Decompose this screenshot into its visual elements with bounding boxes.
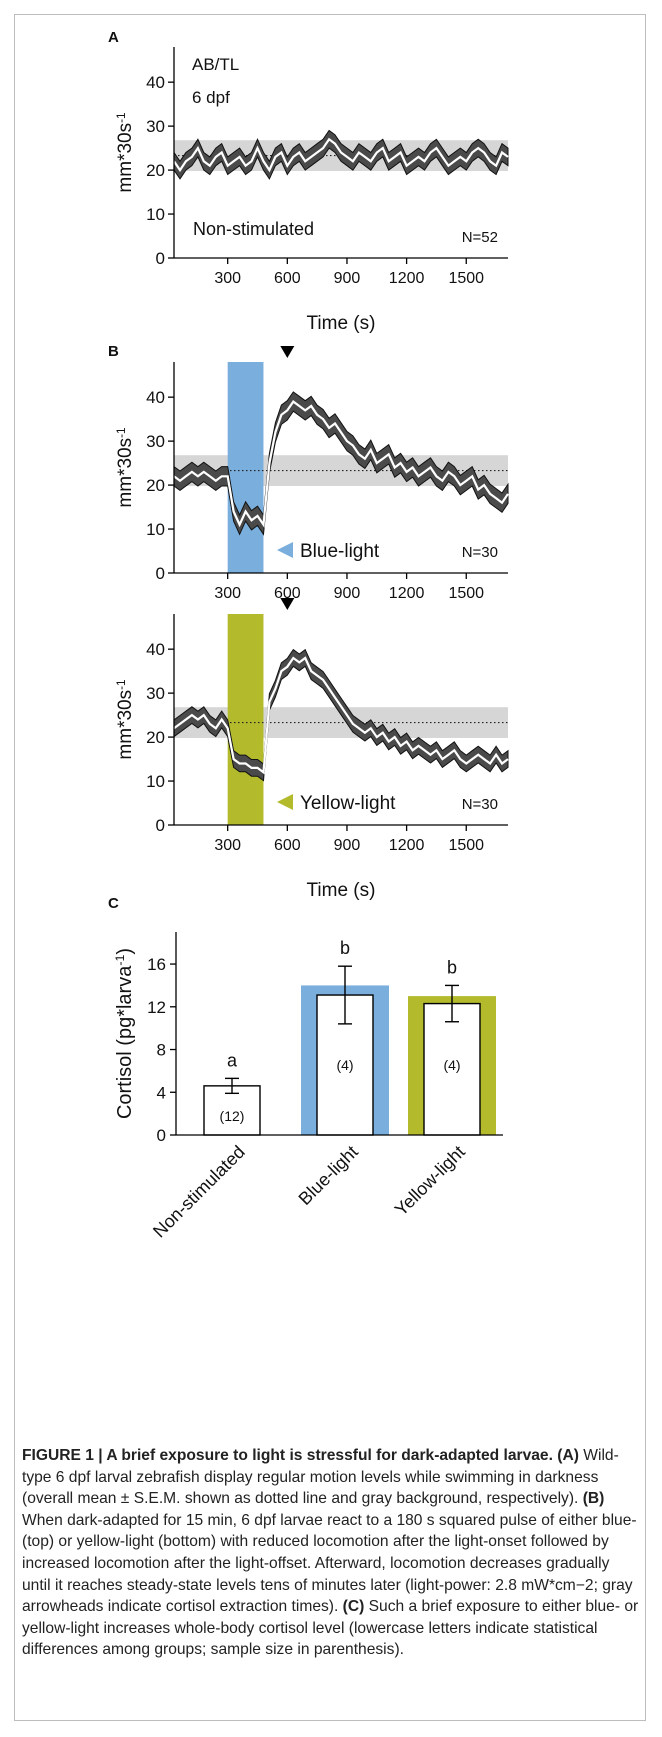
y-tick-label-a: 10 — [146, 205, 165, 224]
x-tick-label-b-top: 600 — [274, 585, 301, 602]
annotation-b-bottom-1: N=30 — [462, 796, 498, 813]
x-tick-label-a: 600 — [274, 270, 301, 287]
y-tick-label-b-top: 10 — [146, 520, 165, 539]
annotation-a-0: AB/TL — [192, 55, 239, 74]
arrowhead-b-top — [280, 346, 295, 358]
x-tick-label-b-bottom: 600 — [274, 837, 301, 854]
annotation-a-2: Non-stimulated — [193, 219, 314, 239]
caption-part-c: (C) Such a brief exposure to either blue… — [22, 1598, 639, 1659]
category-label-1: Blue-light — [295, 1142, 362, 1209]
x-tick-label-a: 1200 — [389, 270, 425, 287]
x-tick-label-b-top: 1200 — [389, 585, 425, 602]
y-tick-label-a: 20 — [146, 161, 165, 180]
y-tick-label-b-bottom: 30 — [146, 684, 165, 703]
y-axis-title-a: mm*30s-1 — [115, 112, 137, 192]
y-tick-label-a: 30 — [146, 117, 165, 136]
y-axis-title-b-bottom: mm*30s-1 — [115, 679, 137, 759]
panel-label-c: C — [108, 895, 119, 912]
annotation-b-bottom-0: Yellow-light — [300, 793, 396, 814]
sample-size-1: (4) — [336, 1057, 353, 1073]
y-tick-label-b-bottom: 0 — [156, 816, 165, 835]
y-tick-label-c: 4 — [157, 1083, 166, 1102]
x-tick-label-b-bottom: 300 — [214, 837, 241, 854]
x-tick-label-a: 1500 — [448, 270, 484, 287]
sample-size-2: (4) — [443, 1057, 460, 1073]
x-tick-label-b-bottom: 1200 — [389, 837, 425, 854]
annotation-a-1: 6 dpf — [192, 88, 230, 107]
category-label-0: Non-stimulated — [149, 1142, 249, 1242]
y-tick-label-c: 8 — [157, 1041, 166, 1060]
y-tick-label-b-top: 40 — [146, 388, 165, 407]
annotation-b-top-1: N=30 — [462, 544, 498, 561]
annotation-b-top-0: Blue-light — [300, 541, 380, 562]
series-mean-line-a — [173, 137, 509, 173]
y-tick-label-b-bottom: 10 — [146, 772, 165, 791]
legend-swatch-b-bottom — [277, 794, 293, 810]
x-tick-label-a: 900 — [334, 270, 361, 287]
x-tick-label-b-top: 300 — [214, 585, 241, 602]
figure-caption: FIGURE 1 | A brief exposure to light is … — [22, 1445, 640, 1661]
series-sem-band-a — [173, 129, 509, 180]
panel-label-a: A — [108, 29, 119, 46]
y-axis-title-c: Cortisol (pg*larva-1) — [113, 948, 136, 1119]
y-tick-label-b-top: 20 — [146, 476, 165, 495]
legend-swatch-b-top — [277, 542, 293, 558]
caption-title: FIGURE 1 | A brief exposure to light is … — [22, 1447, 553, 1464]
category-label-2: Yellow-light — [391, 1142, 469, 1220]
x-tick-label-b-top: 900 — [334, 585, 361, 602]
annotation-a-3: N=52 — [462, 229, 498, 246]
arrowhead-b-bottom — [280, 598, 295, 610]
series-mean-line-b-top — [173, 400, 509, 528]
x-axis-title-a: Time (s) — [307, 313, 376, 334]
caption-part-a: (A) Wild-type 6 dpf larval zebrafish dis… — [22, 1447, 619, 1508]
y-tick-label-b-bottom: 20 — [146, 728, 165, 747]
y-tick-label-c: 12 — [147, 998, 166, 1017]
x-tick-label-b-bottom: 1500 — [448, 837, 484, 854]
x-axis-title-b-bottom: Time (s) — [307, 880, 376, 901]
series-sem-band-b-bottom — [173, 648, 509, 782]
sample-size-0: (12) — [220, 1108, 245, 1124]
y-tick-label-b-top: 0 — [156, 564, 165, 583]
significance-letter-0: a — [227, 1050, 238, 1070]
significance-letter-1: b — [340, 938, 350, 958]
panel-label-b: B — [108, 343, 119, 360]
x-tick-label-b-bottom: 900 — [334, 837, 361, 854]
x-tick-label-a: 300 — [214, 270, 241, 287]
stimulus-bar-b-top — [227, 362, 264, 573]
y-tick-label-a: 0 — [156, 249, 165, 268]
y-tick-label-c: 0 — [157, 1126, 166, 1145]
y-axis-title-b-top: mm*30s-1 — [115, 427, 137, 507]
stimulus-bar-b-bottom — [227, 614, 264, 825]
series-sem-band-b-top — [173, 391, 509, 536]
caption-part-b: (B) When dark-adapted for 15 min, 6 dpf … — [22, 1490, 637, 1616]
y-tick-label-b-top: 30 — [146, 432, 165, 451]
x-tick-label-b-top: 1500 — [448, 585, 484, 602]
y-tick-label-c: 16 — [147, 955, 166, 974]
figure-frame — [14, 14, 646, 1721]
y-tick-label-a: 40 — [146, 73, 165, 92]
significance-letter-2: b — [447, 957, 457, 977]
series-mean-line-b-bottom — [173, 656, 509, 775]
y-tick-label-b-bottom: 40 — [146, 640, 165, 659]
